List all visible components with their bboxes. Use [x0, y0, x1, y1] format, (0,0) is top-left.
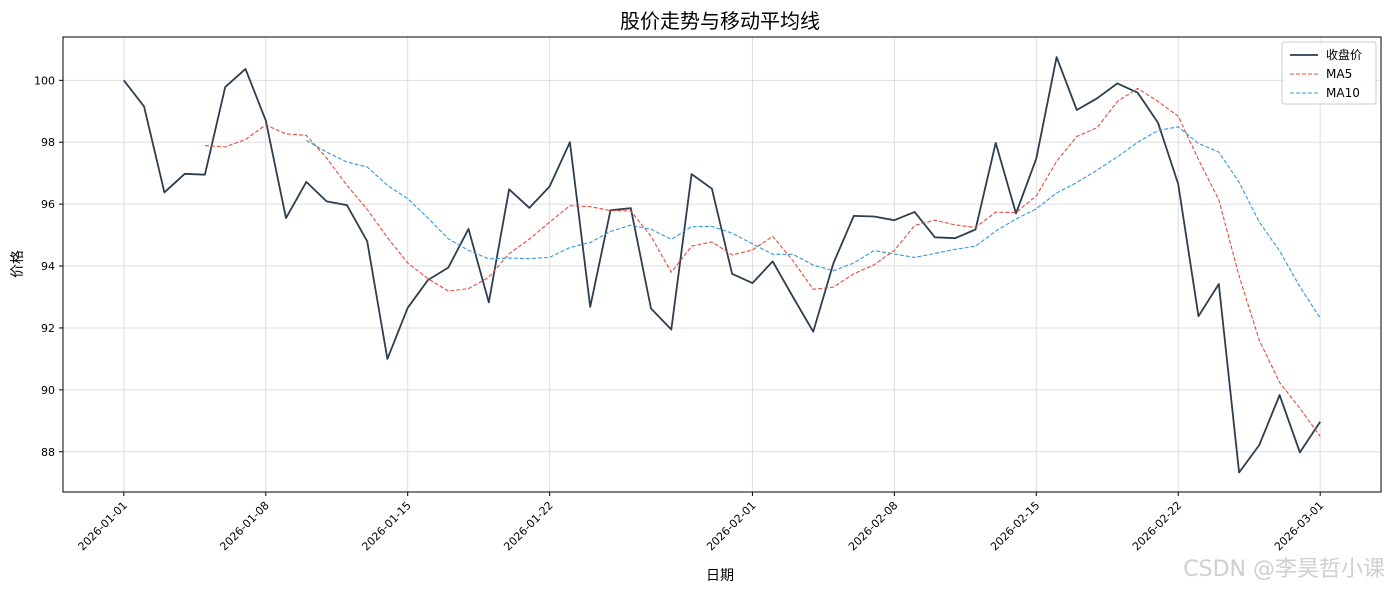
series-line-0 [123, 56, 1321, 474]
x-tick-label: 2026-02-01 [704, 499, 758, 553]
legend-label: 收盘价 [1326, 47, 1362, 62]
x-tick-label: 2026-01-22 [501, 499, 555, 553]
x-tick-label: 2026-01-01 [76, 499, 130, 553]
series-line-2 [306, 126, 1321, 319]
legend-box [1281, 41, 1377, 105]
y-tick-label: 94 [41, 260, 55, 273]
y-tick-label: 100 [34, 74, 55, 87]
y-tick-label: 96 [41, 198, 55, 211]
x-axis-label: 日期 [706, 568, 734, 584]
series-layer [123, 56, 1321, 474]
legend-label: MA5 [1326, 67, 1352, 81]
y-axis-label: 价格 [10, 250, 26, 278]
x-tick-label: 2026-03-01 [1272, 499, 1326, 553]
y-tick-label: 88 [41, 446, 55, 459]
y-axis: 88 90 92 94 96 98 100 [34, 74, 63, 459]
x-axis: 2026-01-01 2026-01-08 2026-01-15 2026-01-22… [76, 492, 1326, 553]
x-tick-label: 2026-01-15 [359, 499, 413, 553]
series-line-1 [204, 87, 1321, 437]
grid [63, 37, 1381, 492]
y-tick-label: 90 [41, 384, 55, 397]
chart-title: 股价走势与移动平均线 [620, 9, 820, 33]
y-tick-label: 92 [41, 322, 55, 335]
x-tick-label: 2026-02-08 [846, 499, 900, 553]
x-tick-label: 2026-01-08 [217, 499, 271, 553]
watermark: CSDN @李昊哲小课 [1183, 557, 1385, 582]
x-tick-label: 2026-02-22 [1130, 499, 1184, 553]
legend: 收盘价 MA5 MA10 [1281, 41, 1377, 105]
plot-frame [62, 36, 1382, 493]
legend-label: MA10 [1326, 86, 1360, 100]
x-tick-label: 2026-02-15 [988, 499, 1042, 553]
y-tick-label: 98 [41, 136, 55, 149]
